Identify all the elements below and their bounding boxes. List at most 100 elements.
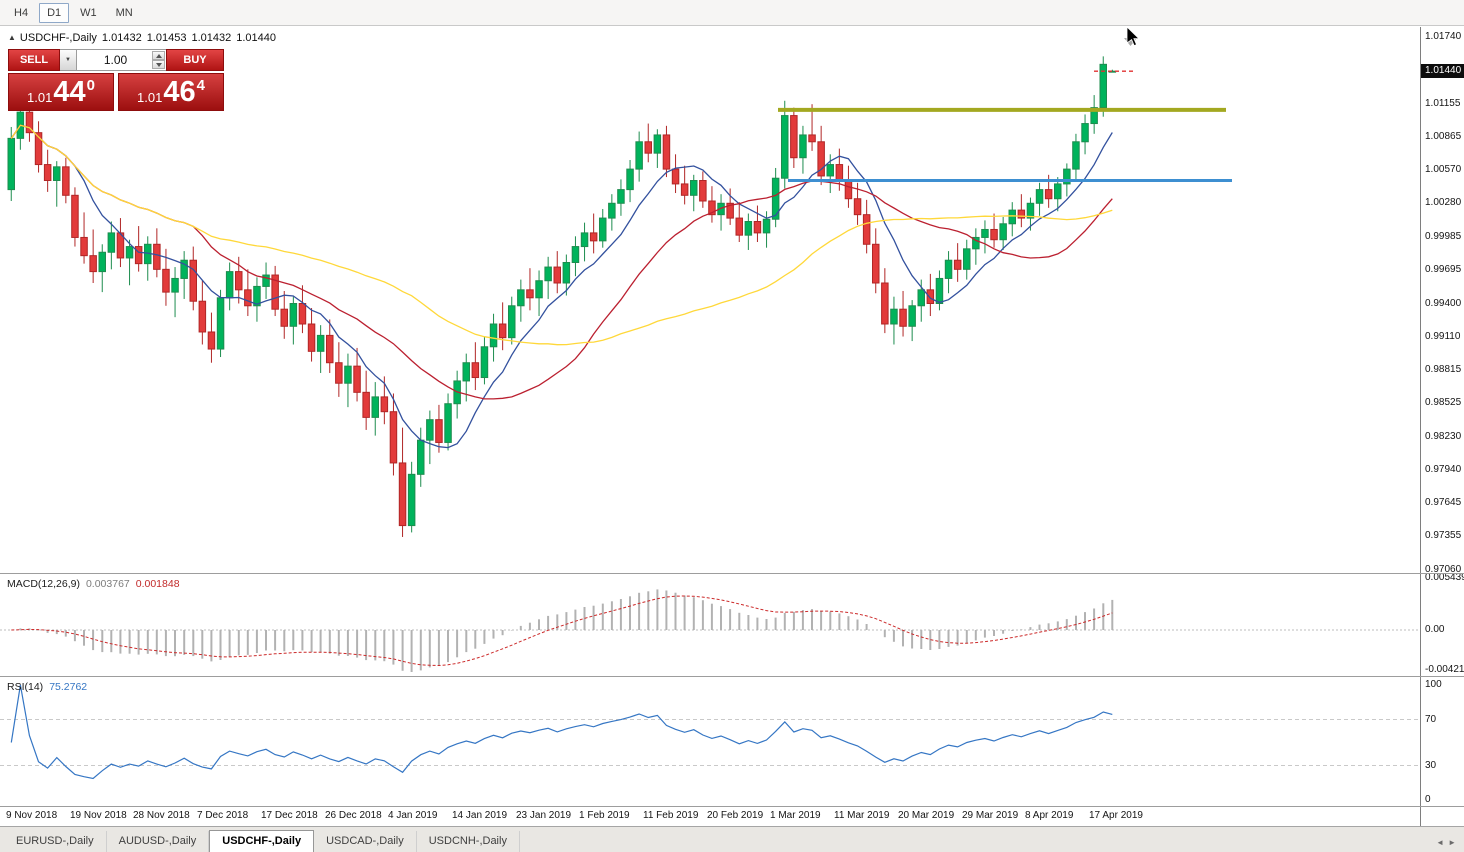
panel-divider [0,806,1464,807]
price-axis-label: 1.01740 [1425,31,1462,42]
ohlc-low: 1.01432 [191,32,232,44]
price-axis-label: 0.98525 [1425,397,1462,408]
sell-button[interactable]: SELL [8,49,60,71]
time-axis-label: 29 Mar 2019 [962,810,1019,821]
one-click-trading-panel: SELL ▼ BUY 1.01 44 0 1.01 46 4 [8,49,224,111]
buy-price-big-digits: 46 [163,75,196,108]
macd-signal-value: 0.001848 [135,578,180,590]
rsi-axis-label: 30 [1425,760,1437,771]
price-axis-label: 0.98230 [1425,431,1462,442]
chart-title: ▲ USDCHF-,Daily 1.01432 1.01453 1.01432 1.014… [8,32,276,44]
time-axis: 9 Nov 2018 19 Nov 2018 28 Nov 2018 7 Dec 20… [0,808,1420,826]
price-axis-label: 1.00280 [1425,197,1462,208]
volume-dropdown-button[interactable]: ▼ [60,49,77,71]
price-axis-label: 1.00865 [1425,131,1462,142]
price-axis-label: 0.97940 [1425,464,1462,475]
chart-tabs: EURUSD-,Daily AUDUSD-,Daily USDCHF-,Daily U… [4,830,520,852]
price-chart-canvas[interactable] [0,27,1420,573]
macd-panel: MACD(12,26,9) 0.003767 0.001848 [0,575,1420,676]
time-axis-label: 26 Dec 2018 [325,810,382,821]
time-axis-label: 1 Feb 2019 [579,810,630,821]
price-axis-label: 1.01155 [1425,98,1461,109]
expand-arrow-icon[interactable]: ▲ [8,33,16,42]
chart-shift-marker-icon [1124,38,1137,46]
buy-button[interactable]: BUY [166,49,224,71]
ohlc-high: 1.01453 [146,32,187,44]
price-axis-label: 0.97645 [1425,497,1462,508]
chart-tab-usdchf[interactable]: USDCHF-,Daily [209,830,315,852]
moving-averages [10,124,1113,449]
rsi-label: RSI(14) 75.2762 [7,681,87,693]
time-axis-label: 17 Dec 2018 [261,810,318,821]
chart-tab-eurusd[interactable]: EURUSD-,Daily [4,831,107,852]
macd-name: MACD(12,26,9) [7,578,80,590]
buy-price-prefix: 1.01 [137,90,163,105]
macd-axis-label: 0.00 [1425,624,1445,635]
price-axis-label: 0.99695 [1425,264,1462,275]
time-axis-label: 9 Nov 2018 [6,810,58,821]
rsi-value: 75.2762 [49,681,88,693]
panel-divider[interactable] [0,573,1464,574]
buy-price-display[interactable]: 1.01 46 4 [118,73,224,111]
timeframe-d1[interactable]: D1 [39,2,70,23]
ohlc-close: 1.01440 [236,32,276,44]
tab-scroll-left-icon[interactable]: ◄ [1436,838,1445,847]
chart-tab-usdcnh[interactable]: USDCNH-,Daily [417,831,520,852]
volume-decrease-button[interactable] [152,60,165,69]
panel-divider[interactable] [0,676,1464,677]
macd-histogram [19,589,1114,672]
price-axis-label: 1.00570 [1425,164,1462,175]
time-axis-label: 19 Nov 2018 [70,810,127,821]
rsi-panel: RSI(14) 75.2762 [0,678,1420,806]
symbol-period-label: USDCHF-,Daily [19,32,97,44]
timeframe-buttons: H4 D1 W1 MN [6,2,144,23]
price-axis-label: 0.97060 [1425,564,1462,575]
timeframe-h4[interactable]: H4 [14,6,29,19]
price-axis-label: 0.99110 [1425,331,1461,342]
time-axis-label: 11 Feb 2019 [643,810,699,821]
price-axis-label: 0.99985 [1425,231,1462,242]
volume-increase-button[interactable] [152,51,165,60]
macd-axis-label: -0.004217 [1425,664,1464,675]
price-axis-label: 0.98815 [1425,364,1462,375]
timeframe-toolbar: H4 D1 W1 MN [0,0,1464,26]
current-price-label: 1.01440 [1421,64,1464,78]
volume-stepper [152,51,165,69]
main-chart-panel[interactable]: ▲ USDCHF-,Daily 1.01432 1.01453 1.01432 1.014… [0,27,1420,573]
time-axis-label: 20 Mar 2019 [898,810,955,821]
rsi-canvas [0,684,1420,780]
tab-scroll-controls: ◄ ► [1436,838,1464,852]
timeframe-mn[interactable]: MN [115,6,133,19]
ohlc-open: 1.01432 [101,32,142,44]
sell-price-big-digits: 44 [53,75,86,108]
price-axis-label: 0.97355 [1425,530,1462,541]
time-axis-label: 17 Apr 2019 [1089,810,1143,821]
time-axis-label: 8 Apr 2019 [1025,810,1074,821]
macd-axis-label: 0.005439 [1425,572,1464,583]
macd-label: MACD(12,26,9) 0.003767 0.001848 [7,578,180,590]
sell-price-display[interactable]: 1.01 44 0 [8,73,114,111]
rsi-axis-label: 100 [1425,679,1442,690]
chart-tab-audusd[interactable]: AUDUSD-,Daily [107,831,210,852]
tab-scroll-right-icon[interactable]: ► [1448,838,1456,847]
timeframe-w1[interactable]: W1 [80,6,97,19]
chevron-down-icon: ▼ [65,57,71,63]
time-axis-label: 23 Jan 2019 [516,810,572,821]
time-axis-label: 7 Dec 2018 [197,810,249,821]
time-axis-label: 4 Jan 2019 [388,810,438,821]
volume-input[interactable] [77,50,166,70]
macd-canvas [0,589,1420,672]
sell-price-prefix: 1.01 [27,90,53,105]
chart-tab-usdcad[interactable]: USDCAD-,Daily [314,831,417,852]
chart-tab-bar: EURUSD-,Daily AUDUSD-,Daily USDCHF-,Daily U… [0,826,1464,852]
time-axis-label: 28 Nov 2018 [133,810,190,821]
time-axis-label: 14 Jan 2019 [452,810,508,821]
rsi-axis-label: 70 [1425,714,1437,725]
time-axis-label: 20 Feb 2019 [707,810,764,821]
time-axis-label: 1 Mar 2019 [770,810,821,821]
macd-signal-line [11,595,1113,667]
rsi-line [10,684,1113,780]
price-axis: 1.01740 1.01155 1.00865 1.00570 1.00280 0.999… [1420,27,1464,826]
macd-main-value: 0.003767 [85,578,130,590]
candles [7,56,1117,537]
